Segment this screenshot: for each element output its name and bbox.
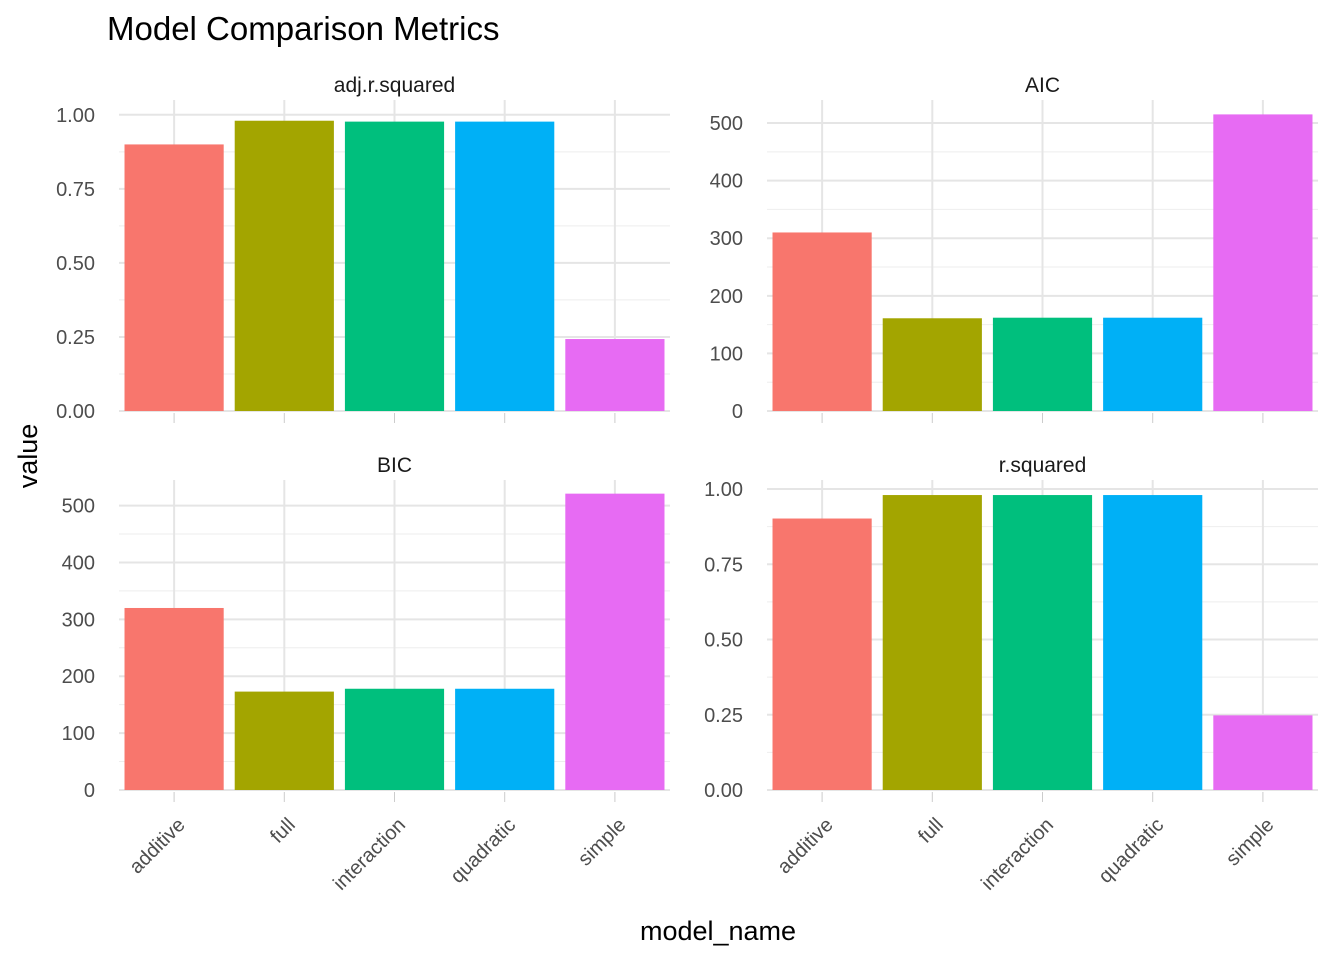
facet-strip-label: AIC (1025, 74, 1060, 97)
bar-additive (772, 518, 872, 790)
bar-simple (565, 493, 665, 790)
y-tick-label: 500 (710, 113, 743, 135)
x-tick-label: simple (1222, 814, 1278, 870)
bar-interaction (344, 121, 445, 412)
y-tick-label: 100 (710, 343, 743, 365)
bar-quadratic (1103, 317, 1203, 411)
y-tick-label: 200 (710, 286, 743, 308)
bar-interaction (992, 495, 1093, 790)
bar-simple (1213, 114, 1313, 412)
chart-title: Model Comparison Metrics (107, 10, 499, 47)
y-tick-label: 400 (62, 552, 95, 574)
x-tick-label: quadratic (446, 814, 520, 888)
facet-strip-label: adj.r.squared (334, 74, 455, 97)
y-axis-title: value (13, 424, 43, 489)
y-tick-label: 0.50 (704, 630, 743, 652)
y-tick-label: 300 (62, 609, 95, 631)
y-tick-label: 1.00 (56, 105, 95, 127)
y-tick-label: 500 (62, 496, 95, 518)
bar-full (882, 495, 982, 790)
bar-interaction (344, 688, 445, 790)
x-axis-title: model_name (640, 916, 796, 946)
bar-full (882, 318, 982, 411)
facet-panel-3: 0.00 0.25 0.50 0.75 1.00 r.squared additive ful… (704, 454, 1318, 895)
y-tick-label: 0.75 (56, 179, 95, 201)
bar-simple (565, 339, 665, 411)
facet-strip-label: BIC (377, 454, 412, 477)
y-tick-label: 0.75 (704, 554, 743, 576)
y-tick-label: 0.25 (56, 327, 95, 349)
y-tick-label: 0 (84, 780, 95, 802)
x-tick-label: full (266, 814, 300, 848)
facet-strip-label: r.squared (999, 454, 1087, 477)
facet-panel-1: 0 100 200 300 400 500 AIC (710, 74, 1318, 423)
y-tick-label: 300 (710, 228, 743, 250)
y-tick-label: 0.50 (56, 253, 95, 275)
y-tick-label: 0.25 (704, 705, 743, 727)
x-tick-label: interaction (329, 814, 410, 895)
bar-full (234, 691, 334, 790)
y-tick-label: 200 (62, 666, 95, 688)
bar-additive (124, 144, 224, 411)
facet-panels: 0.00 0.25 0.50 0.75 1.00 adj.r.squared 0 100 200… (56, 74, 1318, 895)
x-tick-label: additive (773, 814, 837, 878)
y-tick-label: 0.00 (704, 780, 743, 802)
bar-simple (1213, 715, 1313, 790)
bar-quadratic (1103, 495, 1203, 790)
bar-additive (772, 232, 872, 411)
y-tick-label: 100 (62, 723, 95, 745)
facet-panel-0: 0.00 0.25 0.50 0.75 1.00 adj.r.squared (56, 74, 670, 423)
bar-quadratic (455, 121, 555, 412)
x-tick-label: interaction (977, 814, 1058, 895)
y-tick-label: 400 (710, 171, 743, 193)
x-tick-label: simple (574, 814, 630, 870)
y-tick-label: 0 (732, 401, 743, 423)
x-tick-label: additive (125, 814, 189, 878)
x-tick-label: quadratic (1094, 814, 1168, 888)
y-tick-label: 0.00 (56, 401, 95, 423)
bar-additive (124, 607, 224, 790)
bar-quadratic (455, 688, 555, 790)
bar-interaction (992, 317, 1093, 411)
y-tick-label: 1.00 (704, 479, 743, 501)
facet-panel-2: 0 100 200 300 400 500 BIC additive full interacti… (62, 454, 670, 895)
x-tick-label: full (914, 814, 948, 848)
bar-full (234, 120, 334, 411)
